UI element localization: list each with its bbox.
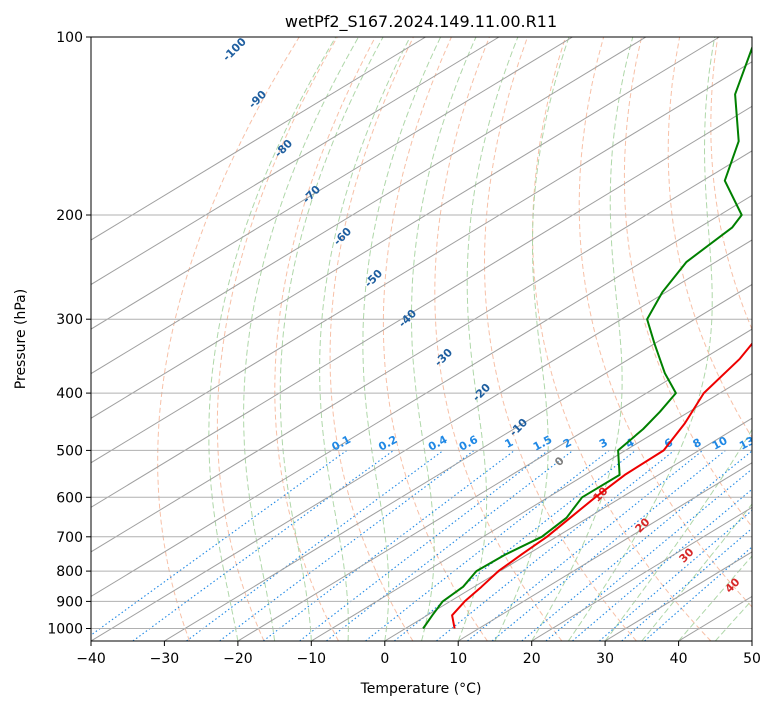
mixing-ratio-line [262, 449, 515, 641]
y-tick-label: 100 [56, 30, 83, 46]
x-tick-label: −10 [297, 651, 327, 667]
isotherm [164, 283, 752, 641]
plot-area [91, 37, 752, 641]
y-tick-label: 900 [56, 594, 83, 610]
x-tick-label: −20 [223, 651, 253, 667]
moist-adiabat [279, 37, 384, 641]
isotherm [91, 37, 500, 286]
x-axis-title: Temperature (°C) [360, 681, 482, 697]
isotherm [91, 37, 647, 375]
y-tick-label: 200 [56, 208, 83, 224]
x-tick-label: 20 [523, 651, 541, 667]
y-tick-label: 600 [56, 490, 83, 506]
moist-adiabat [243, 37, 359, 641]
dry-adiabat [274, 37, 376, 641]
mixing-ratio-line [91, 449, 348, 636]
moist-adiabat [567, 37, 716, 641]
dewpoint-profile-line [422, 45, 752, 630]
x-tick-label: 50 [743, 651, 761, 667]
mixing-ratio-line [545, 468, 752, 641]
mixing-ratio-label: 10 [710, 434, 730, 453]
isotherm [91, 37, 573, 330]
y-tick-label: 700 [56, 530, 83, 546]
moist-adiabat [641, 503, 752, 641]
x-tick-label: 40 [670, 651, 688, 667]
mixing-ratio-line [491, 449, 726, 641]
y-tick-label: 500 [56, 443, 83, 459]
isotherm [91, 194, 752, 598]
dry-adiabat [623, 37, 752, 528]
dry-adiabat [157, 37, 300, 641]
x-tick-label: −40 [76, 651, 106, 667]
dry-adiabat [483, 37, 637, 641]
moist-adiabat [411, 37, 477, 641]
mixing-ratio-line [326, 449, 574, 641]
isotherm [91, 37, 720, 419]
series-layer [422, 45, 752, 630]
y-tick-label: 1000 [47, 622, 83, 638]
mixing-ratio-line [572, 488, 752, 641]
isotherm [91, 37, 426, 241]
plot-frame [90, 36, 753, 642]
y-tick-label: 800 [56, 564, 83, 580]
isotherm [91, 150, 752, 553]
mixing-ratio-line [521, 450, 752, 641]
x-tick-label: 10 [449, 651, 467, 667]
isotherm [91, 239, 752, 641]
background-lines [91, 37, 752, 641]
moist-adiabat [531, 37, 634, 641]
dry-adiabat [578, 37, 752, 608]
x-tick-label: 30 [596, 651, 614, 667]
dry-adiabat [382, 37, 488, 641]
isotherm [311, 373, 752, 641]
moist-adiabat [457, 37, 519, 641]
y-tick-label: 400 [56, 386, 83, 402]
isotherm [384, 417, 752, 641]
mixing-ratio-line [436, 449, 675, 641]
isotherm [91, 61, 752, 464]
moist-adiabat [208, 37, 337, 641]
moist-adiabat [362, 37, 442, 641]
x-tick-label: −30 [150, 651, 180, 667]
y-axis-title: Pressure (hPa) [13, 289, 29, 389]
isotherm [237, 328, 752, 641]
dry-adiabat [216, 37, 338, 641]
y-axis: 100 200 300 400 500 600 700 800 900 1000 [47, 30, 91, 638]
mixing-ratio-label: 13 [737, 434, 757, 453]
chart-title: wetPf2_S167.2024.149.11.00.R11 [285, 12, 557, 32]
moist-adiabat [678, 555, 752, 641]
x-tick-label: 0 [380, 651, 389, 667]
dry-adiabat [434, 37, 563, 641]
moist-adiabat [604, 428, 752, 641]
isotherm [91, 105, 752, 508]
isotherm [457, 462, 752, 641]
moist-adiabat [319, 37, 411, 641]
moist-adiabat [494, 37, 570, 641]
x-axis: −40 −30 −20 −10 0 10 20 30 40 50 [76, 641, 761, 667]
temperature-profile-line [451, 342, 752, 629]
y-tick-label: 300 [56, 312, 83, 328]
dry-adiabat [710, 37, 752, 331]
isotherm [531, 506, 752, 641]
